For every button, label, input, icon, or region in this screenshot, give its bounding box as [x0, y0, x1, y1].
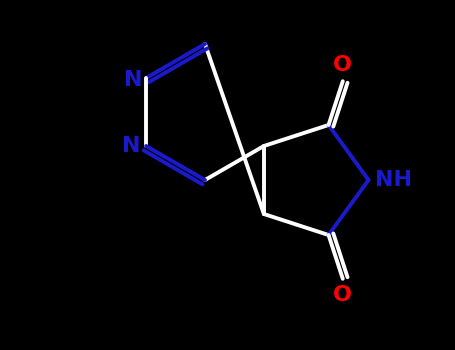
Text: N: N — [121, 136, 140, 156]
Text: O: O — [333, 285, 352, 305]
Text: O: O — [333, 55, 352, 75]
Text: N: N — [124, 70, 142, 90]
Text: NH: NH — [374, 170, 411, 190]
